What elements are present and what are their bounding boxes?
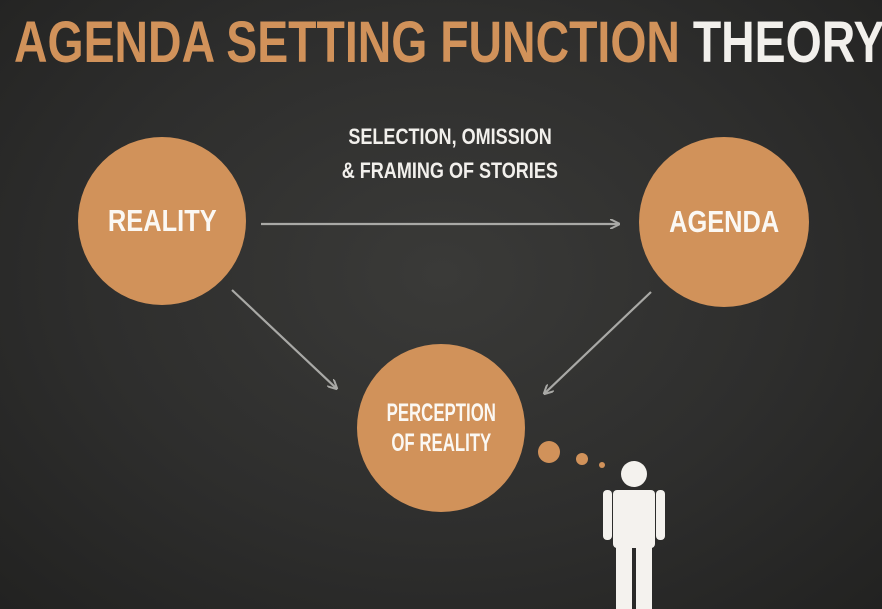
arrow-agenda-to-perception (545, 291, 652, 393)
node-reality-label: REALITY (107, 203, 217, 238)
thought-bubble-icon (538, 441, 605, 468)
node-perception-of-reality: PERCEPTION OF REALITY (357, 344, 525, 512)
edge-label: SELECTION, OMISSION & FRAMING OF STORIES (300, 120, 600, 188)
arrow-reality-to-perception (231, 289, 336, 388)
page-title: AGENDA SETTING FUNCTION THEORY (14, 8, 882, 78)
title-accent: AGENDA SETTING FUNCTION (14, 10, 680, 75)
edge-label-line1: SELECTION, OMISSION (348, 124, 552, 149)
node-perception-label-line2: OF REALITY (391, 429, 491, 457)
edge-label-line2: & FRAMING OF STORIES (341, 158, 559, 183)
person-icon (603, 461, 665, 609)
node-perception-label-line1: PERCEPTION (386, 399, 496, 427)
node-agenda: AGENDA (639, 137, 809, 307)
node-agenda-label: AGENDA (668, 204, 780, 239)
node-reality: REALITY (78, 137, 246, 305)
title-highlight: THEORY (692, 10, 882, 75)
